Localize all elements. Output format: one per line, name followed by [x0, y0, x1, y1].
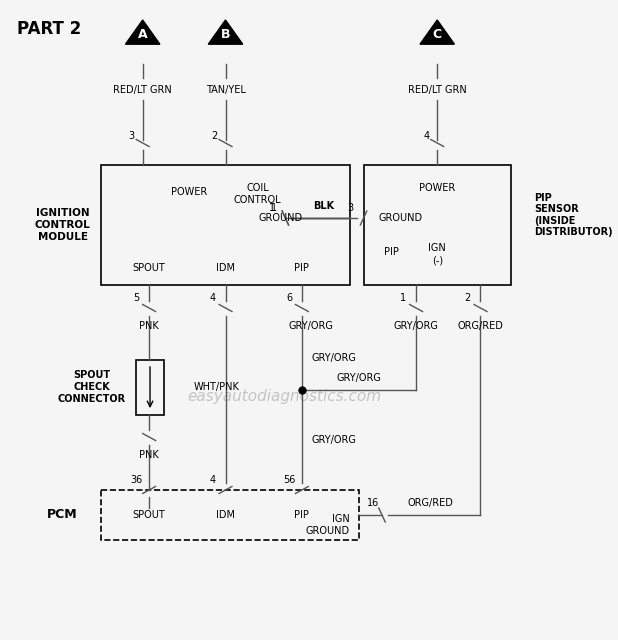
Text: WHT/PNK: WHT/PNK	[193, 382, 239, 392]
Text: PIP: PIP	[294, 510, 310, 520]
Text: IGN: IGN	[428, 243, 446, 253]
Text: C: C	[433, 28, 442, 41]
Text: 4: 4	[423, 131, 430, 141]
Text: IGNITION
CONTROL
MODULE: IGNITION CONTROL MODULE	[35, 209, 90, 242]
Text: GRY/ORG: GRY/ORG	[289, 321, 334, 331]
Text: 4: 4	[210, 475, 216, 485]
Text: POWER: POWER	[171, 187, 207, 197]
Bar	[363, 165, 511, 285]
Text: 2: 2	[465, 293, 471, 303]
Text: 4: 4	[210, 293, 216, 303]
Polygon shape	[208, 20, 243, 44]
Text: CONTROL: CONTROL	[234, 195, 282, 205]
Text: COIL: COIL	[247, 183, 269, 193]
Text: GRY/ORG: GRY/ORG	[311, 435, 356, 445]
Text: 1: 1	[271, 203, 277, 213]
Text: PNK: PNK	[139, 321, 159, 331]
Polygon shape	[125, 20, 160, 44]
Text: PART 2: PART 2	[17, 20, 81, 38]
Text: POWER: POWER	[419, 183, 455, 193]
Text: PIP: PIP	[384, 247, 399, 257]
Bar	[101, 165, 350, 285]
Text: ORG/RED: ORG/RED	[457, 321, 504, 331]
Text: easyautodiagnostics.com: easyautodiagnostics.com	[187, 389, 381, 404]
Text: 3: 3	[129, 131, 135, 141]
Text: IGN
GROUND: IGN GROUND	[306, 514, 350, 536]
Text: BLK: BLK	[313, 201, 334, 211]
Text: 1: 1	[400, 293, 406, 303]
Text: A: A	[138, 28, 148, 41]
Text: 6: 6	[286, 293, 292, 303]
Text: GROUND: GROUND	[259, 213, 303, 223]
Polygon shape	[420, 20, 454, 44]
Text: 56: 56	[283, 475, 295, 485]
Text: PCM: PCM	[47, 509, 78, 522]
Text: 3: 3	[347, 203, 353, 213]
Text: B: B	[221, 28, 231, 41]
Text: IDM: IDM	[216, 510, 235, 520]
Text: IDM: IDM	[216, 263, 235, 273]
Text: (-): (-)	[431, 255, 442, 265]
Bar	[101, 490, 359, 540]
Text: 1: 1	[269, 203, 276, 213]
Text: TAN/YEL: TAN/YEL	[206, 85, 245, 95]
Text: SPOUT: SPOUT	[133, 510, 166, 520]
Text: GRY/ORG: GRY/ORG	[337, 373, 381, 383]
Text: SPOUT
CHECK
CONNECTOR: SPOUT CHECK CONNECTOR	[58, 371, 126, 404]
Text: PNK: PNK	[139, 450, 159, 460]
Text: GRY/ORG: GRY/ORG	[311, 353, 356, 363]
Text: GRY/ORG: GRY/ORG	[394, 321, 439, 331]
Text: 16: 16	[366, 498, 379, 508]
Text: PIP
SENSOR
(INSIDE
DISTRIBUTOR): PIP SENSOR (INSIDE DISTRIBUTOR)	[534, 193, 612, 237]
Text: SPOUT: SPOUT	[133, 263, 166, 273]
Text: RED/LT GRN: RED/LT GRN	[113, 85, 172, 95]
Text: 5: 5	[133, 293, 139, 303]
Text: RED/LT GRN: RED/LT GRN	[408, 85, 467, 95]
Text: PIP: PIP	[294, 263, 310, 273]
Text: 36: 36	[130, 475, 142, 485]
Text: 2: 2	[211, 131, 218, 141]
Text: GROUND: GROUND	[378, 213, 423, 223]
Text: ORG/RED: ORG/RED	[408, 498, 454, 508]
Bar	[136, 360, 164, 415]
